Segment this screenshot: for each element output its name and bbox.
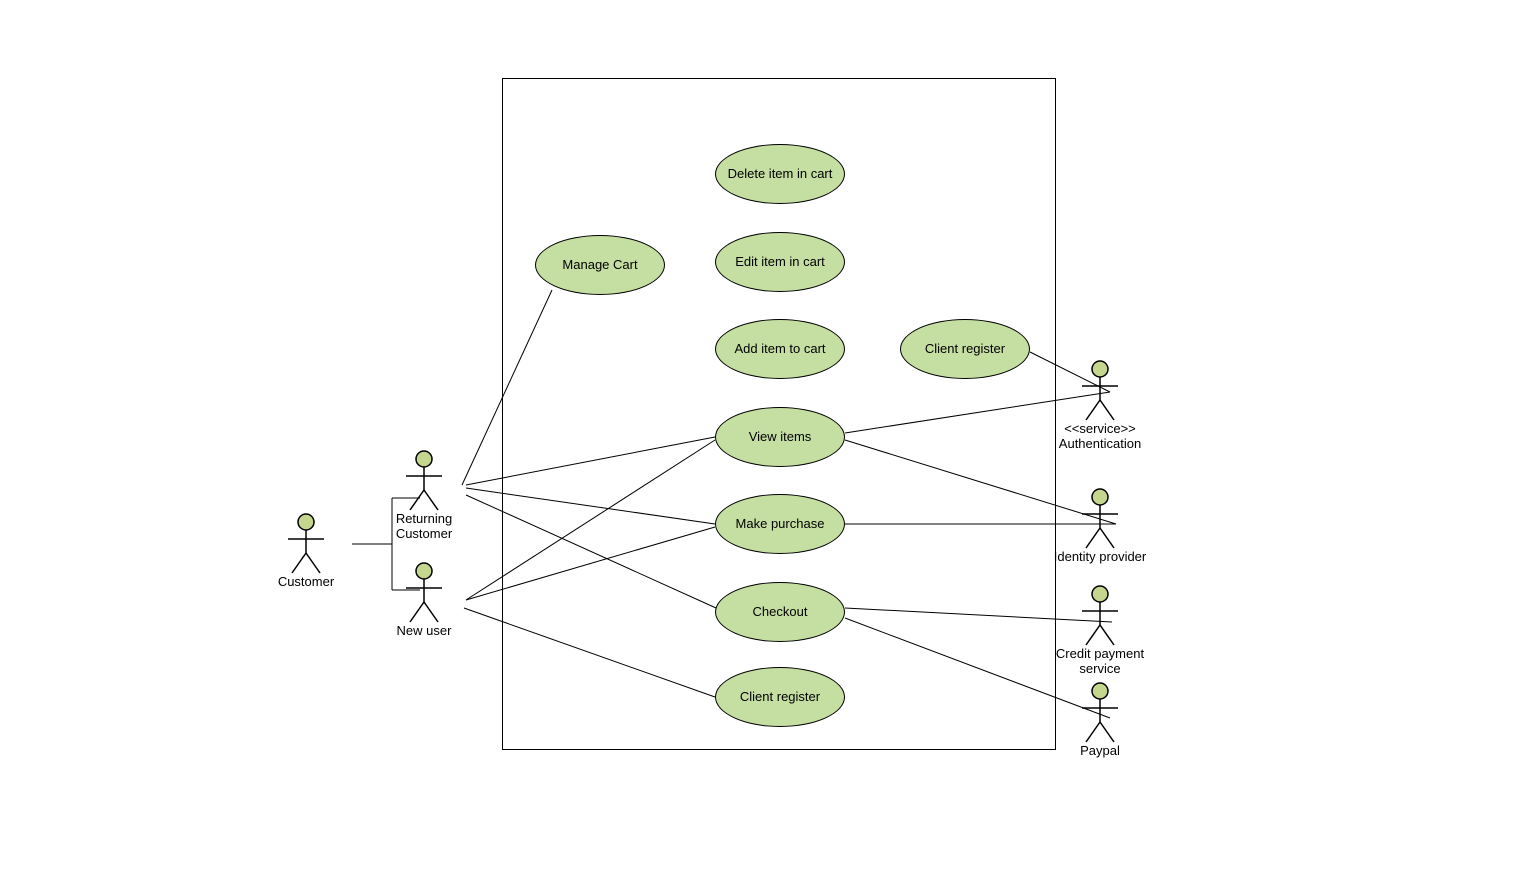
usecase-view: View items [715,407,845,467]
usecase-label: Delete item in cart [728,167,833,182]
usecase-label: Client register [740,690,820,705]
actor-label: Paypal [1040,744,1160,759]
actor-auth: <<service>>Authentication [1040,360,1160,452]
usecase-label: Manage Cart [562,258,637,273]
actor-returning: ReturningCustomer [364,450,484,542]
actor-label: <<service>>Authentication [1040,422,1160,452]
usecase-checkout: Checkout [715,582,845,642]
usecase-label: View items [749,430,812,445]
actor-label: New user [364,624,484,639]
actor-customer: Customer [246,513,366,590]
actor-paypal: Paypal [1040,682,1160,759]
usecase-edit: Edit item in cart [715,232,845,292]
usecase-add: Add item to cart [715,319,845,379]
usecase-delete: Delete item in cart [715,144,845,204]
usecase-manage: Manage Cart [535,235,665,295]
usecase-clientreg_bot: Client register [715,667,845,727]
actor-credit: Credit paymentservice [1040,585,1160,677]
usecase-label: Checkout [753,605,808,620]
actor-label: Credit paymentservice [1040,647,1160,677]
usecase-label: Edit item in cart [735,255,825,270]
diagram-canvas: Manage Cart Delete item in cart Edit item … [0,0,1516,872]
actor-idp: Identity provider [1040,488,1160,565]
actor-label: ReturningCustomer [364,512,484,542]
usecase-clientreg_top: Client register [900,319,1030,379]
usecase-purchase: Make purchase [715,494,845,554]
actor-label: Identity provider [1040,550,1160,565]
actor-label: Customer [246,575,366,590]
usecase-label: Client register [925,342,1005,357]
usecase-label: Add item to cart [734,342,825,357]
usecase-label: Make purchase [736,517,825,532]
actor-newuser: New user [364,562,484,639]
